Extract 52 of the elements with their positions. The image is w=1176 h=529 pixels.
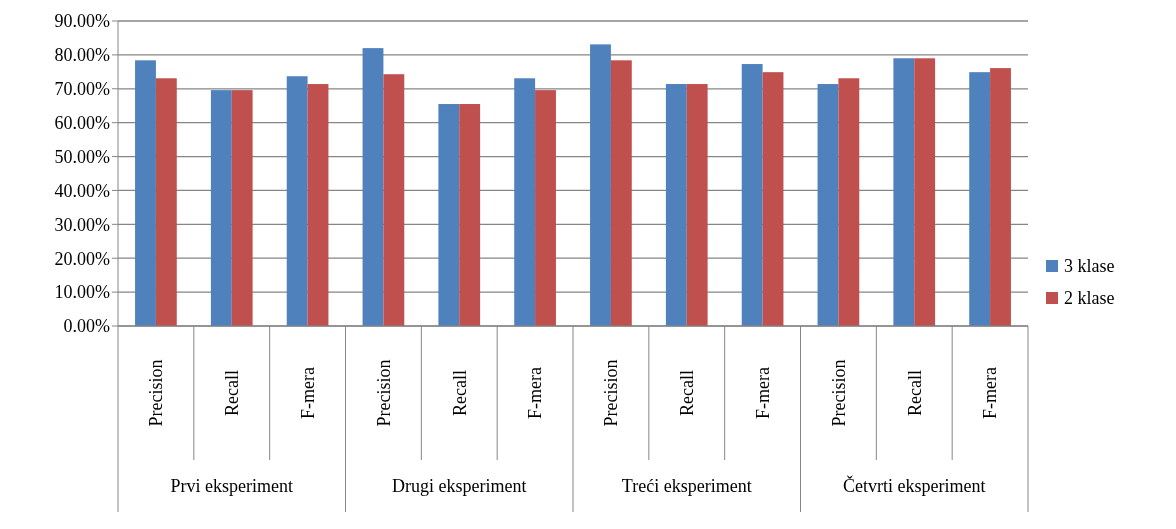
x-tick-label: Recall <box>677 370 698 416</box>
x-tick-label: Recall <box>222 370 243 416</box>
x-tick-label: Precision <box>601 359 622 427</box>
y-tick-label: 40.00% <box>54 180 110 201</box>
bar <box>914 58 936 326</box>
bar <box>741 64 763 326</box>
x-tick-label: F-mera <box>297 367 318 419</box>
bar <box>990 68 1011 326</box>
y-tick-label: 90.00% <box>54 11 110 32</box>
y-tick-label: 20.00% <box>54 248 110 269</box>
legend-label: 2 klase <box>1064 288 1115 309</box>
y-tick-label: 0.00% <box>63 316 110 337</box>
y-tick-label: 60.00% <box>54 112 110 133</box>
text: Treći eksperiment <box>621 476 752 497</box>
x-tick-label: F-mera <box>980 367 1001 419</box>
y-tick-label: 30.00% <box>54 214 110 235</box>
bar <box>459 104 481 326</box>
bar <box>665 84 687 326</box>
bar <box>514 78 536 326</box>
y-tick-label: 70.00% <box>54 79 110 100</box>
bar <box>231 90 253 326</box>
bar <box>969 72 991 326</box>
bar <box>438 104 460 326</box>
bar <box>362 48 384 326</box>
x-tick-label: F-mera <box>525 367 546 419</box>
x-tick-label: Precision <box>146 359 167 427</box>
bar <box>535 90 556 326</box>
bar <box>762 72 784 326</box>
bar <box>590 44 611 326</box>
bar <box>686 84 708 326</box>
y-tick-label: 50.00% <box>54 146 110 167</box>
bar <box>135 60 156 326</box>
y-tick-label: 10.00% <box>54 282 110 303</box>
x-tick-label: Precision <box>373 359 394 427</box>
text: Drugi eksperiment <box>392 476 527 497</box>
text: Četvrti eksperiment <box>843 475 986 497</box>
bar <box>610 60 632 326</box>
bar <box>155 78 177 326</box>
bar <box>210 90 232 326</box>
bar <box>838 78 860 326</box>
x-tick-label: F-mera <box>752 367 773 419</box>
bar <box>307 84 329 326</box>
bar <box>383 74 405 326</box>
x-tick-label: Recall <box>904 370 925 416</box>
bar <box>817 84 839 326</box>
bar <box>286 76 308 326</box>
x-tick-label: Precision <box>828 359 849 427</box>
legend-label: 3 klase <box>1064 256 1115 277</box>
bar <box>893 58 915 326</box>
y-tick-label: 80.00% <box>54 45 110 66</box>
x-tick-label: Recall <box>449 370 470 416</box>
text: Prvi eksperiment <box>170 476 293 497</box>
